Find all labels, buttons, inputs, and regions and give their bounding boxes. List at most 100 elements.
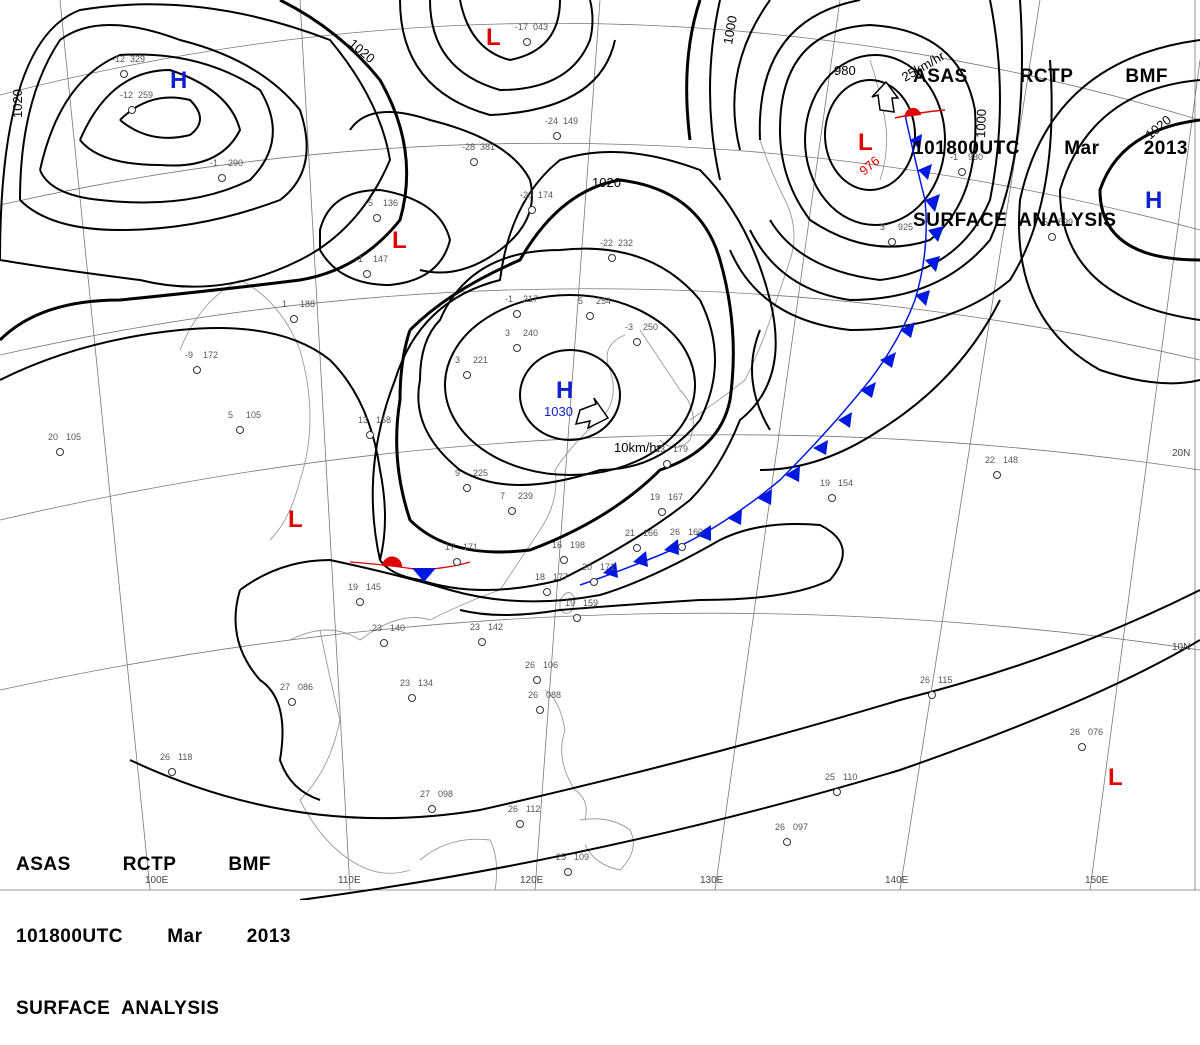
station-pressure: 140 (390, 623, 405, 633)
isobars (0, 0, 1200, 900)
station-pressure: 930 (968, 152, 983, 162)
station-temperature: 17 (445, 542, 455, 552)
station-temperature: 5 (228, 410, 233, 420)
front-barb (838, 412, 852, 428)
isobar-high-center-3 (417, 247, 716, 486)
isobar-outer-south (234, 589, 321, 801)
station-temperature: 20 (48, 432, 58, 442)
station-circle-icon (463, 484, 471, 492)
front-barb (860, 382, 876, 398)
meridian-100e (59, 0, 151, 891)
station-pressure: 232 (618, 238, 633, 248)
longitude-label: 110E (338, 875, 361, 886)
isobar-nw-3 (79, 68, 242, 167)
station-temperature: -1 (505, 294, 513, 304)
isobar-n-low-1 (459, 0, 561, 62)
station-pressure: 110 (843, 772, 857, 782)
isobar-ne-low-4 (758, 0, 1001, 282)
longitude-label: 120E (520, 875, 544, 886)
isobar-nw-outer (0, 3, 392, 288)
station-circle-icon (1048, 233, 1056, 241)
indochina-coast (299, 629, 411, 874)
station-pressure: 225 (473, 468, 488, 478)
station-temperature: -5 (1040, 217, 1048, 227)
station-temperature: 1 (282, 299, 287, 309)
station-temperature: 16 (552, 540, 562, 550)
station-pressure: 221 (473, 355, 488, 365)
high-center-speed: 10km/hr (614, 440, 662, 455)
high-center-value: 1030 (544, 404, 573, 419)
station-circle-icon (590, 578, 598, 586)
isobar-nw-1 (19, 24, 308, 232)
station-plot: -5 899 (1040, 217, 1073, 241)
front-barb (412, 568, 436, 582)
station-observations: -12 329-12 259-1 290-5 136-1 147-28 381-24 149-… (48, 22, 1103, 876)
front-barb (925, 256, 940, 272)
station-pressure: 154 (838, 478, 853, 488)
coastlines (179, 59, 888, 891)
station-circle-icon (993, 471, 1001, 479)
station-pressure: 136 (383, 198, 398, 208)
station-pressure: 254 (596, 296, 611, 306)
parallel-10n (0, 612, 1200, 691)
station-plot: 13 179 (655, 444, 688, 468)
station-pressure: 172 (203, 350, 218, 360)
station-plot: 25 110 (825, 772, 857, 796)
movement-arrow-low (871, 80, 900, 113)
isobar-sw-broad (129, 589, 1200, 820)
front-barb (813, 440, 828, 455)
longitude-label: 130E (700, 875, 724, 886)
header-top: ASAS RCTP BMF 101800UTC Mar 2013 SURFACE… (913, 17, 1188, 257)
meridian-120e (534, 0, 601, 891)
japan-coast (689, 139, 795, 421)
front-barb (910, 134, 922, 150)
warm-front-semicircle (382, 556, 403, 567)
high-east-label: H (1145, 187, 1162, 214)
isobar-label: 1020 (592, 175, 621, 190)
station-temperature: 23 (470, 622, 480, 632)
station-circle-icon (523, 38, 531, 46)
station-pressure: 088 (546, 690, 561, 700)
front-barb (928, 226, 944, 242)
station-pressure: 329 (130, 54, 145, 64)
station-plot: 23 134 (400, 678, 433, 702)
station-plot: 26 118 (160, 752, 192, 776)
station-pressure: 381 (480, 142, 495, 152)
station-circle-icon (1078, 743, 1086, 751)
station-pressure: 118 (178, 752, 192, 762)
station-temperature: 20 (582, 562, 592, 572)
longitude-label: 100E (145, 875, 169, 886)
isobar-south-loop (239, 523, 844, 616)
station-pressure: 158 (376, 415, 391, 425)
front-barb (603, 562, 618, 578)
station-pressure: 188 (300, 299, 315, 309)
station-temperature: 25 (556, 852, 566, 862)
station-plot: 16 198 (552, 540, 585, 564)
movement-arrow-icon (574, 397, 610, 430)
station-pressure: 106 (543, 660, 558, 670)
station-circle-icon (428, 805, 436, 813)
station-pressure: 076 (1088, 727, 1103, 737)
meridian-140e (899, 0, 1041, 891)
header-bottom-line2: 101800UTC Mar 2013 (16, 925, 291, 949)
coordinate-labels: 100E 110E 120E 130E 140E 150E 20N 10N (145, 448, 1190, 886)
station-circle-icon (560, 556, 568, 564)
isobar-ne-low-5 (733, 0, 1023, 302)
station-circle-icon (463, 371, 471, 379)
station-plot: 3 240 (505, 328, 538, 352)
station-plot: -12 329 (112, 54, 145, 78)
header-bottom: ASAS RCTP BMF 101800UTC Mar 2013 SURFACE… (16, 805, 291, 1045)
isobar-n-wide (349, 111, 533, 274)
station-plot: 26 076 (1070, 727, 1103, 751)
station-temperature: 3 (455, 355, 460, 365)
luzon-coast (544, 689, 587, 821)
isobar-west-outer (0, 327, 386, 561)
station-temperature: 22 (985, 455, 995, 465)
station-plot: 26 115 (920, 675, 952, 699)
front-barb (785, 466, 800, 482)
low-ne-label: L (858, 129, 873, 156)
station-pressure: 097 (793, 822, 808, 832)
isobar-label: 980 (834, 63, 856, 78)
isobar-1020-west (0, 0, 409, 342)
station-circle-icon (533, 676, 541, 684)
